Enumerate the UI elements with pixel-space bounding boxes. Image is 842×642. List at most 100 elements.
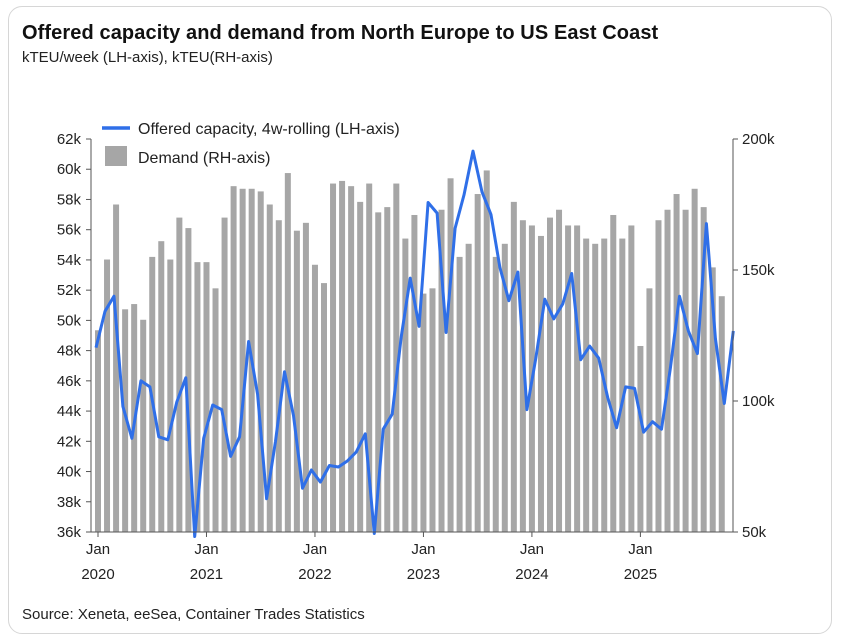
demand-bar (321, 283, 327, 532)
left-tick-label: 42k (57, 433, 82, 450)
left-tick-label: 48k (57, 343, 82, 360)
left-tick-label: 40k (57, 464, 82, 481)
left-tick-label: 46k (57, 373, 82, 390)
left-tick-label: 54k (57, 252, 82, 269)
legend-label-demand: Demand (RH-axis) (138, 150, 270, 167)
x-tick-month-label: Jan (411, 541, 435, 558)
demand-bar (474, 194, 481, 532)
x-tick-year-label: 2023 (407, 566, 440, 583)
demand-bar (420, 293, 427, 532)
right-tick-label: 50k (742, 524, 767, 541)
x-tick-month-label: Jan (520, 541, 544, 558)
demand-bar (357, 201, 364, 532)
right-tick-label: 200k (742, 131, 775, 148)
demand-bar (709, 267, 716, 532)
demand-bar (212, 288, 219, 532)
demand-bar (411, 214, 418, 533)
chart-subtitle: kTEU/week (LH-axis), kTEU(RH-axis) (22, 49, 273, 66)
demand-bar (122, 309, 129, 532)
demand-bar (266, 204, 273, 532)
demand-bar (113, 204, 120, 532)
demand-bar (194, 262, 201, 532)
demand-bar (185, 228, 192, 532)
demand-bar (140, 319, 147, 532)
x-tick-year-label: 2020 (81, 566, 114, 583)
demand-bar (176, 217, 183, 532)
demand-bar (230, 186, 237, 532)
left-tick-label: 36k (57, 524, 82, 541)
left-tick-label: 60k (57, 161, 82, 178)
left-tick-label: 56k (57, 222, 82, 239)
demand-bar (275, 220, 282, 532)
left-tick-label: 50k (57, 312, 82, 329)
demand-bar (483, 170, 490, 532)
demand-bar (375, 212, 382, 533)
right-tick-label: 150k (742, 262, 775, 279)
left-tick-label: 62k (57, 131, 82, 148)
x-tick-month-label: Jan (86, 541, 110, 558)
demand-bar (519, 220, 526, 532)
demand-bar (456, 256, 463, 532)
demand-bar (565, 225, 572, 532)
right-tick-label: 100k (742, 393, 775, 410)
demand-bar (501, 243, 508, 533)
demand-bar (104, 259, 111, 532)
x-tick-month-label: Jan (628, 541, 652, 558)
demand-bar (583, 238, 590, 532)
demand-bar (393, 183, 400, 533)
demand-bar (718, 296, 725, 532)
demand-bar (302, 222, 309, 532)
demand-bar (664, 209, 671, 533)
demand-bar (293, 230, 300, 532)
demand-bar (628, 225, 635, 532)
x-tick-month-label: Jan (303, 541, 327, 558)
demand-bar (348, 186, 355, 532)
demand-bar (700, 207, 707, 532)
demand-bar (610, 214, 617, 533)
demand-bar (646, 288, 653, 532)
x-tick-year-label: 2022 (298, 566, 331, 583)
demand-bar (95, 330, 101, 532)
demand-bar (311, 264, 318, 532)
chart-source: Source: Xeneta, eeSea, Container Trades … (22, 606, 365, 623)
left-tick-label: 58k (57, 191, 82, 208)
demand-bar (203, 262, 210, 532)
left-tick-label: 52k (57, 282, 82, 299)
demand-bar (221, 217, 228, 532)
demand-bar (339, 180, 346, 533)
x-tick-year-label: 2025 (624, 566, 657, 583)
left-tick-label: 38k (57, 494, 82, 511)
demand-bar (691, 188, 698, 532)
demand-bar (465, 243, 472, 533)
left-tick-label: 44k (57, 403, 82, 420)
demand-bar (510, 201, 517, 532)
demand-bar (592, 243, 599, 533)
demand-bar (682, 209, 689, 533)
demand-bar (284, 173, 291, 532)
legend-label-capacity: Offered capacity, 4w-rolling (LH-axis) (138, 121, 400, 138)
chart-title: Offered capacity and demand from North E… (22, 22, 659, 44)
demand-bar (492, 256, 499, 532)
demand-bar (655, 220, 662, 532)
demand-bars (95, 170, 725, 533)
demand-bar (330, 183, 337, 533)
demand-bar (637, 345, 644, 532)
legend: Offered capacity, 4w-rolling (LH-axis) D… (102, 121, 400, 167)
legend-bar-swatch (105, 146, 127, 166)
capacity-line (94, 149, 735, 538)
demand-bar (438, 209, 445, 533)
demand-bar (239, 188, 246, 532)
demand-bar (537, 235, 544, 532)
demand-bar (158, 241, 165, 532)
demand-bar (257, 191, 264, 532)
demand-bar (447, 178, 454, 533)
demand-bar (384, 207, 391, 532)
x-tick-year-label: 2024 (515, 566, 548, 583)
demand-bar (673, 194, 680, 532)
demand-bar (547, 217, 553, 532)
capacity-line-layer (94, 149, 735, 538)
demand-bar (402, 238, 409, 532)
demand-bar (167, 259, 174, 532)
demand-bar (429, 288, 436, 532)
